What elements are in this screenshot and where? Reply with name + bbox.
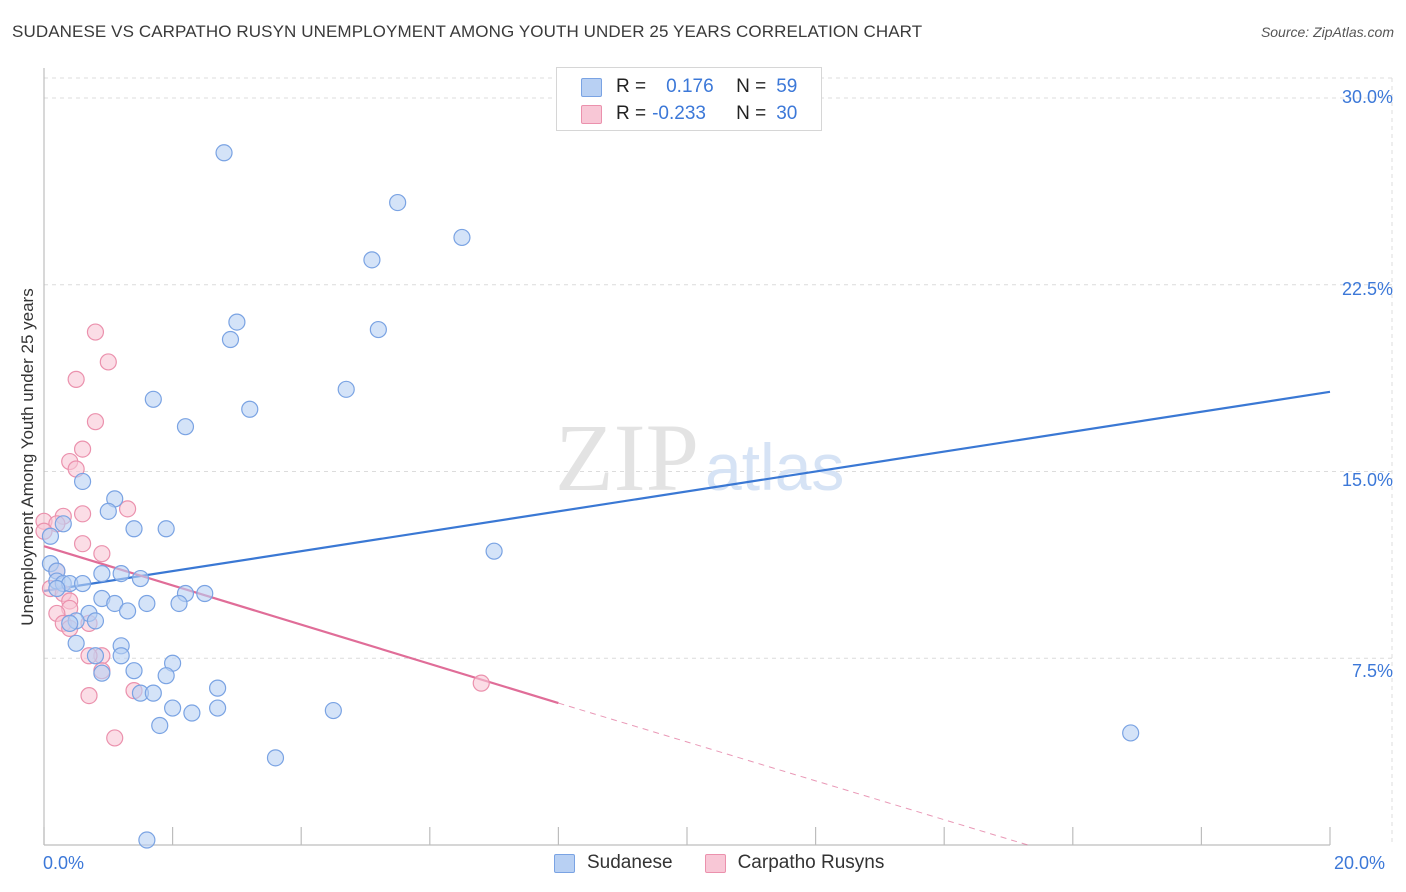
point-sudanese: [196, 584, 214, 603]
point-sudanese: [228, 313, 246, 331]
legend-row-carpatho-rusyns: R = -0.233 N = 30: [581, 102, 797, 126]
point-sudanese: [93, 564, 111, 583]
r-label: R =: [616, 76, 647, 97]
point-sudanese: [176, 418, 195, 436]
point-sudanese: [125, 520, 143, 538]
point-sudanese: [125, 662, 143, 680]
y-tick-label: 22.5%: [1341, 279, 1393, 299]
trend-lines: [43, 390, 1331, 846]
point-sudanese: [93, 664, 111, 682]
point-carpatho-rusyns: [93, 545, 111, 563]
r-label: R =: [616, 103, 647, 124]
point-sudanese: [157, 520, 175, 538]
point-carpatho-rusyns: [472, 674, 490, 692]
watermark-zip: ZIP: [555, 404, 699, 511]
point-sudanese: [73, 472, 92, 491]
point-sudanese: [389, 193, 407, 212]
point-sudanese: [131, 569, 150, 588]
n-label: N =: [736, 76, 767, 97]
stats-legend: R = 0.176 N = 59 R = -0.233 N = 30: [556, 67, 822, 131]
point-sudanese: [453, 228, 471, 247]
point-carpatho-rusyns: [99, 353, 117, 371]
point-sudanese: [241, 400, 259, 418]
point-sudanese: [369, 320, 387, 339]
legend-swatch-sudanese: [554, 853, 575, 873]
point-sudanese: [324, 701, 342, 720]
legend-swatch-carpatho-rusyns: [581, 104, 602, 124]
point-sudanese: [144, 684, 162, 702]
point-carpatho-rusyns: [80, 686, 98, 705]
point-carpatho-rusyns: [86, 413, 105, 431]
point-carpatho-rusyns: [73, 505, 92, 523]
point-sudanese: [48, 579, 66, 598]
point-sudanese: [151, 716, 169, 735]
r-value: 0.176: [666, 76, 714, 97]
point-carpatho-rusyns: [73, 535, 92, 553]
point-carpatho-rusyns: [106, 729, 124, 747]
point-sudanese: [41, 527, 60, 545]
point-sudanese: [209, 699, 227, 717]
point-sudanese: [164, 699, 182, 717]
point-sudanese: [99, 502, 117, 520]
y-tick-label: 30.0%: [1341, 87, 1393, 107]
point-carpatho-rusyns: [86, 323, 105, 341]
point-sudanese: [144, 390, 162, 408]
point-carpatho-rusyns: [118, 500, 137, 518]
point-sudanese: [118, 602, 137, 620]
watermark: ZIPatlas: [555, 404, 844, 511]
n-label: N =: [736, 103, 767, 124]
series-legend: Sudanese Carpatho Rusyns: [554, 852, 884, 874]
point-sudanese: [157, 667, 175, 685]
point-sudanese: [485, 542, 503, 560]
point-sudanese: [86, 612, 105, 630]
x-tick-label: 0.0%: [43, 853, 85, 873]
point-sudanese: [138, 831, 156, 849]
y-tick-label: 7.5%: [1351, 661, 1393, 681]
legend-row-sudanese: R = 0.176 N = 59: [581, 75, 797, 99]
legend-swatch-sudanese: [581, 77, 602, 97]
y-tick-label: 15.0%: [1341, 470, 1393, 490]
y-axis-label: Unemployment Among Youth under 25 years: [18, 288, 37, 626]
point-sudanese: [112, 564, 130, 583]
point-sudanese: [266, 749, 285, 767]
legend-label-sudanese: Sudanese: [587, 852, 673, 873]
axes: [43, 68, 1331, 846]
point-sudanese: [221, 330, 240, 349]
r-value: -0.233: [652, 103, 706, 124]
legend-swatch-carpatho-rusyns: [704, 853, 726, 873]
legend-label-carpatho-rusyns: Carpatho Rusyns: [737, 852, 885, 873]
point-sudanese: [106, 594, 124, 613]
point-sudanese: [170, 594, 188, 613]
trend-line-carpatho-rusyns-extension: [558, 702, 1028, 846]
point-sudanese: [138, 594, 156, 613]
point-sudanese: [337, 380, 355, 398]
source-label: Source: ZipAtlas.com: [1260, 24, 1394, 40]
scatter-points: [35, 144, 1140, 849]
point-sudanese: [363, 251, 381, 269]
point-carpatho-rusyns: [73, 440, 92, 458]
point-sudanese: [86, 647, 105, 665]
n-value: 30: [776, 103, 798, 124]
point-sudanese: [61, 614, 79, 632]
point-sudanese: [183, 704, 201, 722]
trend-line-sudanese: [43, 390, 1331, 593]
point-sudanese: [54, 515, 72, 533]
x-tick-label: 20.0%: [1334, 853, 1386, 873]
point-carpatho-rusyns: [67, 370, 85, 388]
point-sudanese: [67, 634, 85, 652]
point-sudanese: [215, 144, 233, 162]
point-sudanese: [1122, 724, 1140, 742]
point-sudanese: [73, 574, 92, 593]
n-value: 59: [776, 76, 798, 97]
trend-line-carpatho-rusyns: [43, 545, 559, 705]
point-sudanese: [209, 679, 227, 697]
chart-title: SUDANESE VS CARPATHO RUSYN UNEMPLOYMENT …: [12, 22, 923, 41]
watermark-atlas: atlas: [705, 430, 844, 504]
point-sudanese: [112, 647, 130, 665]
